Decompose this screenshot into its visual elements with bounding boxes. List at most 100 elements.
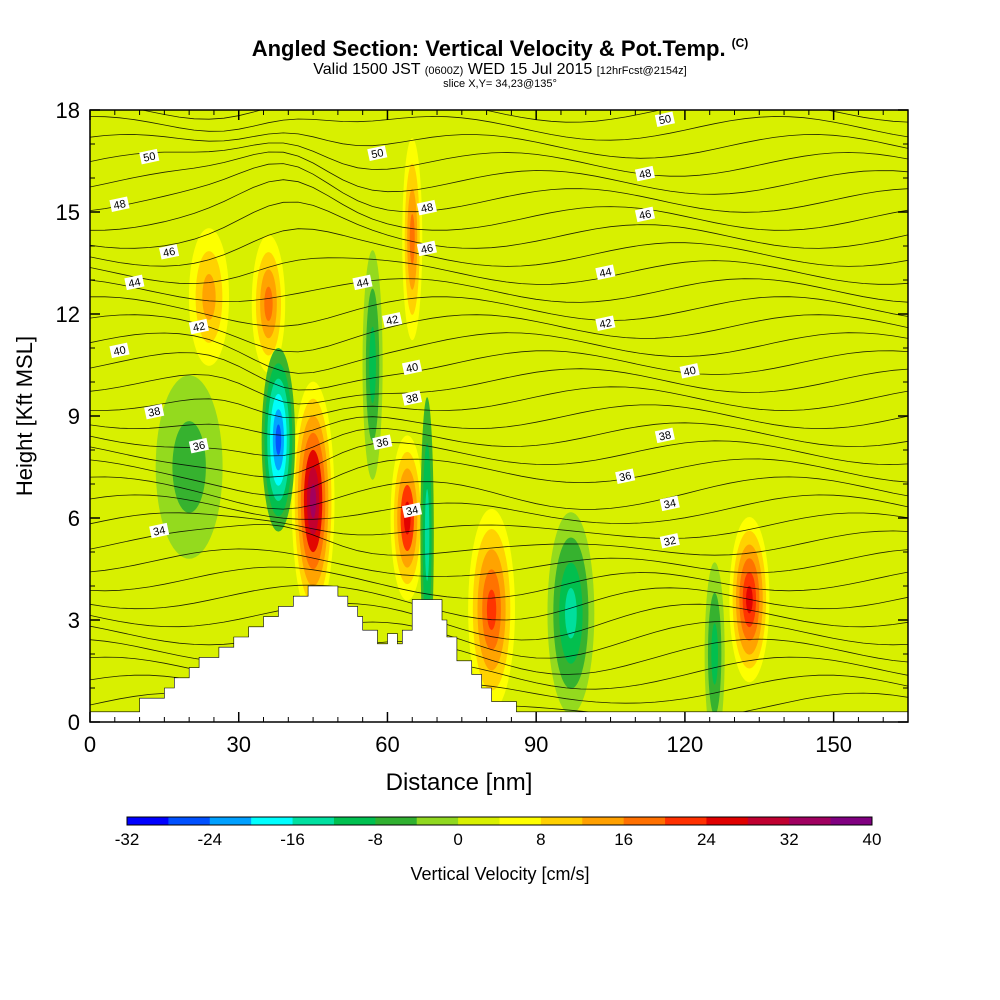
theta-label-bg [679, 363, 700, 379]
colorbar-tick-label: -32 [115, 830, 140, 849]
velocity-cell-band [261, 348, 296, 532]
theta-label-text: 40 [405, 361, 419, 375]
velocity-cell [409, 213, 415, 265]
theta-label-bg [382, 312, 403, 328]
theta-label-bg [367, 145, 388, 161]
plot-area [90, 110, 908, 722]
velocity-cell-band [303, 449, 323, 553]
velocity-cell-band [155, 375, 223, 559]
theta-label-bg [634, 165, 656, 182]
velocity-cell [711, 623, 719, 685]
theta-label-text: 42 [192, 320, 206, 334]
theta-contour-line [90, 151, 908, 195]
velocity-cell-band [255, 252, 282, 356]
colorbar-swatch [706, 817, 749, 825]
colorbar-swatch [830, 817, 873, 825]
velocity-cell-band [735, 544, 763, 655]
theta-label: 48 [634, 165, 656, 182]
valid-utc: (0600Z) [424, 65, 464, 77]
y-tick-label: 3 [68, 608, 80, 633]
colorbar-swatch [665, 817, 707, 825]
theta-label: 40 [401, 359, 423, 376]
theta-label-text: 50 [370, 147, 384, 161]
theta-label: 40 [109, 342, 130, 359]
colorbar-tick-label: 32 [780, 830, 799, 849]
velocity-cell [403, 501, 411, 535]
theta-label: 36 [188, 437, 209, 454]
velocity-cell-band [553, 537, 589, 689]
theta-contour-line [90, 584, 908, 621]
theta-contour-line [90, 458, 908, 496]
colorbar-swatch [789, 817, 832, 825]
colorbar-swatch [333, 817, 376, 825]
theta-label-bg [595, 264, 616, 280]
y-axis-label: Height [Kft MSL] [12, 336, 37, 496]
x-axis-label: Distance [nm] [386, 769, 533, 796]
theta-label: 44 [124, 274, 145, 291]
theta-contour-line [90, 548, 908, 577]
theta-label: 36 [372, 434, 393, 450]
theta-label: 42 [595, 315, 616, 331]
title-unit: (C) [731, 36, 749, 50]
theta-label-text: 48 [112, 198, 126, 212]
velocity-cell-band [188, 228, 230, 366]
theta-label-text: 40 [683, 365, 697, 379]
theta-contour-line [90, 332, 908, 374]
theta-label: 48 [109, 196, 130, 212]
theta-contour-line [90, 163, 908, 213]
theta-contour-line [90, 674, 908, 704]
theta-label-text: 32 [663, 535, 677, 549]
theta-label: 32 [659, 533, 680, 549]
theta-label-bg [595, 315, 616, 331]
theta-label-text: 36 [192, 439, 206, 453]
velocity-cell-band [420, 397, 434, 673]
velocity-cell-band [704, 562, 725, 722]
velocity-cell-band [477, 549, 506, 671]
x-tick-label: 30 [226, 732, 250, 757]
colorbar-swatch [168, 817, 211, 825]
theta-label: 44 [352, 274, 373, 291]
theta-contour-line [90, 368, 908, 405]
theta-contour-line [90, 476, 908, 510]
colorbar-label: Vertical Velocity [cm/s] [410, 864, 589, 884]
theta-contour-line [90, 296, 908, 327]
theta-contour-line [90, 404, 908, 436]
theta-contour-line [90, 314, 908, 353]
valid-prefix: Valid 1500 JST [313, 61, 421, 78]
theta-contour-line [90, 638, 908, 675]
theta-label: 38 [144, 403, 165, 420]
velocity-cell-band [559, 562, 583, 664]
theta-label-bg [401, 502, 423, 518]
theta-contour-line [90, 179, 908, 231]
velocity-cell-band [402, 138, 423, 341]
x-tick-label: 150 [815, 732, 852, 757]
velocity-cell-band [267, 378, 290, 501]
plot-background [90, 110, 908, 722]
theta-label-bg [149, 522, 170, 539]
colorbar-swatch [623, 817, 666, 825]
theta-label-text: 48 [420, 201, 434, 215]
theta-contour-line [90, 440, 908, 478]
slice-info: slice X,Y= 34,23@135° [0, 78, 1000, 90]
y-tick-label: 9 [68, 404, 80, 429]
y-tick-label: 12 [56, 302, 80, 327]
theta-label-text: 44 [355, 276, 369, 290]
theta-contour-line [90, 257, 908, 285]
forecast-info: [12hrFcst@2154z] [596, 65, 687, 77]
theta-label: 34 [659, 495, 680, 512]
theta-contour-line [90, 620, 908, 659]
plot-frame [89, 109, 909, 723]
theta-contour-line [90, 386, 908, 419]
theta-contour-line [140, 110, 908, 123]
theta-label: 42 [382, 312, 403, 328]
velocity-cell-band [362, 250, 383, 480]
theta-contour-line [90, 656, 908, 690]
theta-label-text: 48 [638, 167, 652, 181]
velocity-cell-band [739, 558, 760, 641]
theta-label: 38 [654, 427, 675, 444]
velocity-cell [310, 483, 317, 519]
theta-label-text: 46 [162, 246, 176, 260]
theta-label-text: 38 [147, 405, 161, 419]
theta-label-bg [634, 206, 656, 223]
